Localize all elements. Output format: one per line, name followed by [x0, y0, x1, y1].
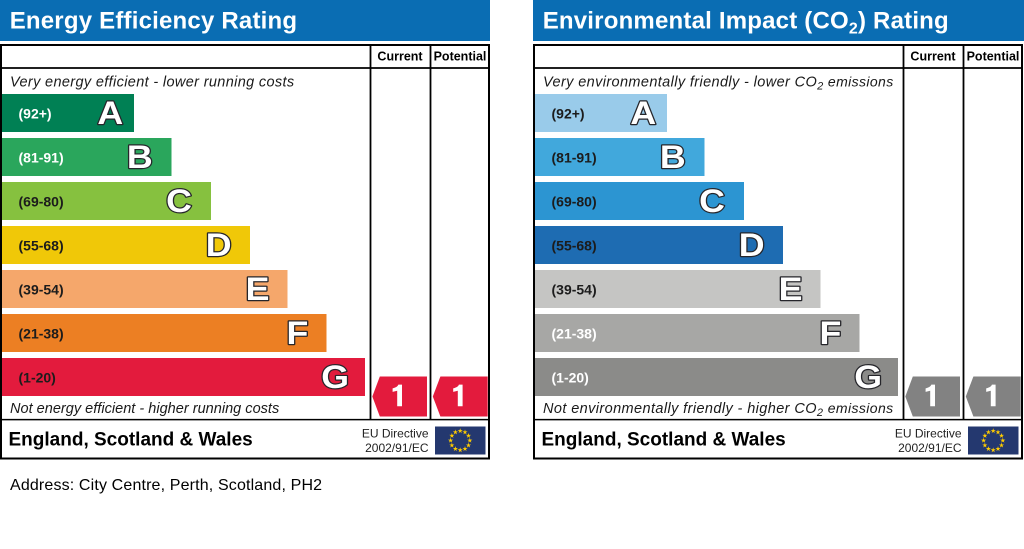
svg-text:B: B: [127, 140, 153, 176]
svg-text:(39-54): (39-54): [552, 282, 597, 298]
svg-text:E: E: [779, 272, 803, 308]
svg-text:Very energy efficient - lower: Very energy efficient - lower running co…: [10, 75, 295, 91]
svg-text:A: A: [97, 96, 123, 132]
svg-text:B: B: [660, 140, 686, 176]
svg-text:(21-38): (21-38): [552, 326, 597, 342]
svg-text:2002/91/EC: 2002/91/EC: [365, 441, 429, 455]
svg-text:C: C: [166, 184, 192, 220]
svg-text:(69-80): (69-80): [19, 194, 64, 210]
svg-text:(92+): (92+): [552, 106, 585, 122]
svg-text:Current: Current: [377, 50, 423, 64]
svg-text:(1-20): (1-20): [19, 370, 56, 386]
svg-text:(39-54): (39-54): [19, 282, 64, 298]
svg-text:E: E: [246, 272, 270, 308]
svg-text:(1-20): (1-20): [552, 370, 589, 386]
svg-text:(55-68): (55-68): [19, 238, 64, 254]
svg-text:(81-91): (81-91): [552, 150, 597, 166]
svg-text:C: C: [699, 184, 725, 220]
svg-text:Current: Current: [910, 50, 956, 64]
svg-text:F: F: [286, 316, 308, 352]
svg-text:(81-91): (81-91): [19, 150, 64, 166]
svg-text:(92+): (92+): [19, 106, 52, 122]
svg-text:A: A: [630, 96, 656, 132]
svg-text:(69-80): (69-80): [552, 194, 597, 210]
svg-text:G: G: [321, 360, 349, 396]
svg-text:(21-38): (21-38): [19, 326, 64, 342]
svg-text:Very environmentally friendly: Very environmentally friendly - lower CO…: [543, 74, 894, 93]
svg-text:2002/91/EC: 2002/91/EC: [898, 441, 962, 455]
svg-text:Energy Efficiency Rating: Energy Efficiency Rating: [10, 7, 298, 34]
svg-text:D: D: [206, 228, 232, 264]
svg-text:EU Directive: EU Directive: [362, 427, 429, 441]
svg-text:(55-68): (55-68): [552, 238, 597, 254]
svg-text:England, Scotland & Wales: England, Scotland & Wales: [9, 430, 253, 451]
svg-text:F: F: [819, 316, 841, 352]
svg-text:Not environmentally friendly -: Not environmentally friendly - higher CO…: [543, 400, 894, 419]
svg-text:D: D: [739, 228, 765, 264]
svg-text:EU Directive: EU Directive: [895, 427, 962, 441]
svg-text:Potential: Potential: [967, 50, 1020, 64]
svg-text:England, Scotland & Wales: England, Scotland & Wales: [542, 430, 786, 451]
svg-text:Environmental Impact (CO2) Rat: Environmental Impact (CO2) Rating: [543, 7, 949, 37]
svg-text:Potential: Potential: [434, 50, 487, 64]
svg-text:Not energy efficient - higher: Not energy efficient - higher running co…: [10, 401, 279, 417]
svg-text:G: G: [854, 360, 882, 396]
